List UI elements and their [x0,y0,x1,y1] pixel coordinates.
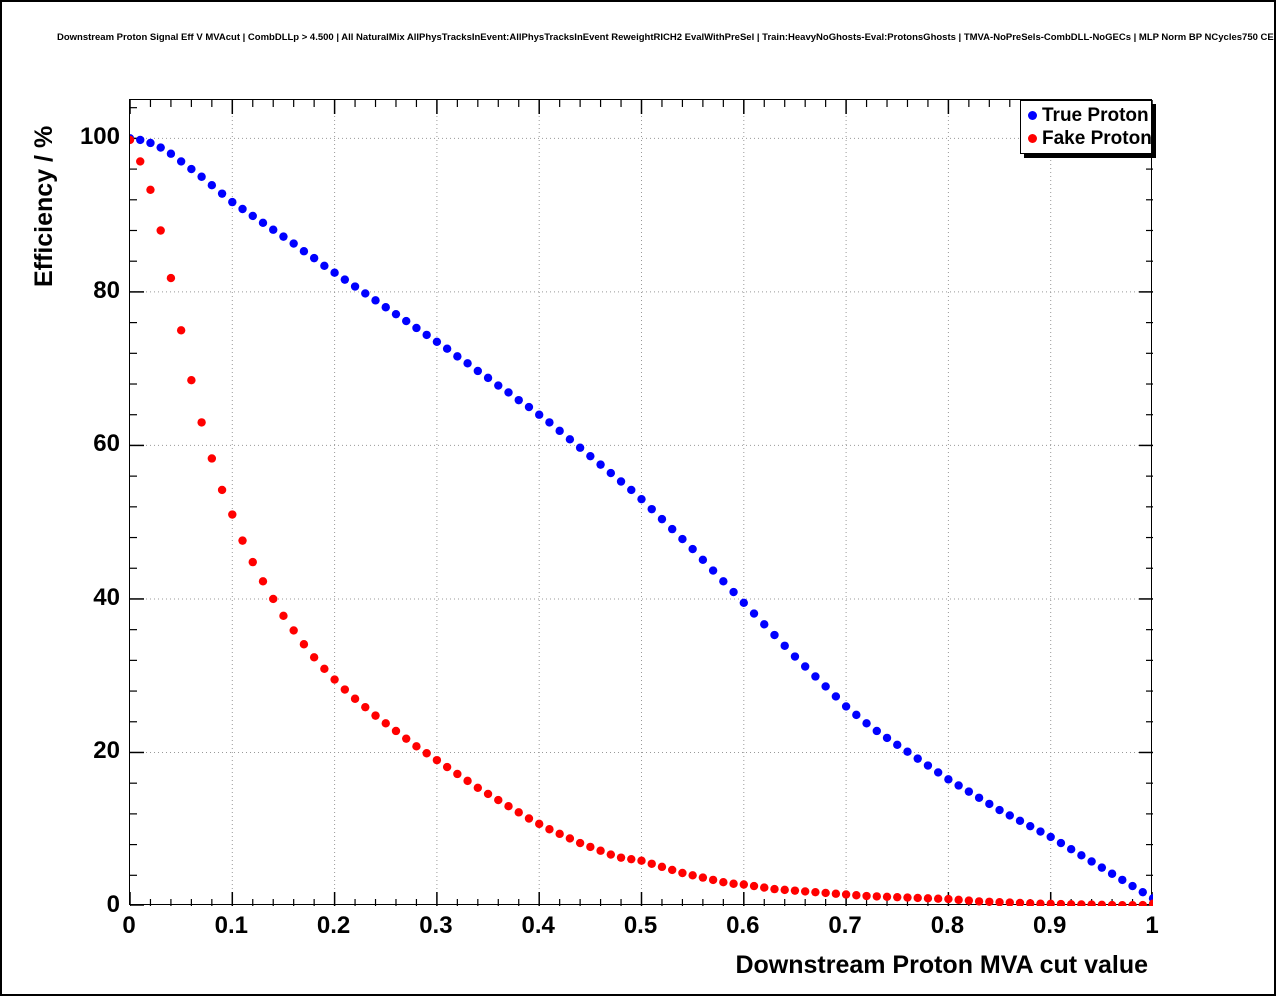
y-tick-label: 40 [93,583,120,611]
y-tick-label: 100 [79,123,120,151]
x-tick-label: 0.1 [214,912,248,939]
x-tick-label: 1 [1145,912,1159,939]
x-tick-label: 0.7 [828,912,862,939]
x-tick-label: 0.4 [521,912,555,939]
plot-frame [129,99,1153,906]
legend-entry-true-proton: True Proton [1021,104,1151,127]
chart-plot-area [130,100,1153,906]
legend-label-true-proton: True Proton [1042,104,1149,126]
fake-proton-marker-icon [1028,134,1037,143]
x-tick-label: 0.3 [419,912,453,939]
x-tick-label: 0 [122,912,136,939]
y-tick-label: 20 [93,737,120,765]
legend-entry-fake-proton: Fake Proton [1021,127,1152,150]
y-tick-label: 80 [93,276,120,304]
plot-title: Downstream Proton Signal Eff V MVAcut | … [57,32,1274,43]
legend-label-fake-proton: Fake Proton [1042,127,1152,149]
x-tick-label: 0.6 [726,912,760,939]
y-tick-label: 0 [106,891,120,918]
x-axis-title: Downstream Proton MVA cut value [735,951,1148,979]
x-tick-label: 0.5 [623,912,658,939]
true-proton-marker-icon [1028,111,1037,120]
y-tick-label: 60 [93,430,120,458]
legend: True Proton Fake Proton [1020,100,1152,154]
x-tick-label: 0.9 [1033,912,1067,939]
x-tick-label: 0.8 [930,912,965,939]
x-tick-label: 0.2 [316,912,351,939]
